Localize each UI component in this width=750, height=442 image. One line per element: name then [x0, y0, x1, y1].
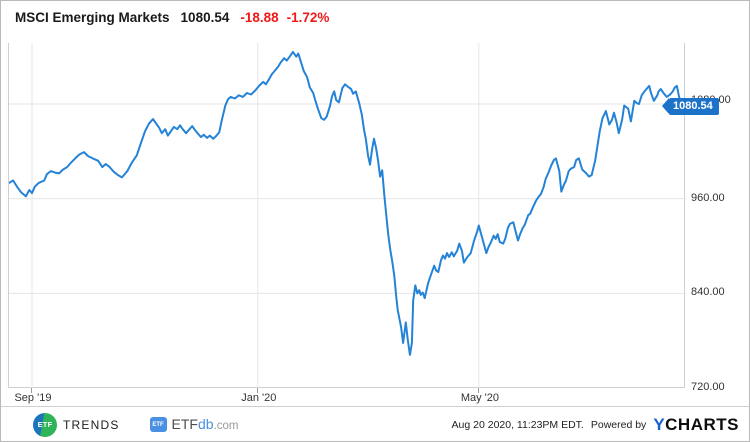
etfdb-label-com: .com [213, 419, 239, 432]
chart-title-row: MSCI Emerging Markets 1080.54 -18.88 -1.… [15, 10, 329, 25]
price-change: -18.88 [240, 10, 279, 25]
x-axis-tick [30, 388, 32, 393]
x-axis-tick [477, 388, 479, 393]
last-value-badge: 1080.54 [662, 98, 719, 115]
price-line-chart [9, 43, 686, 388]
footer-bar: ETF TRENDS ETF ETFdb.com Aug 20 2020, 11… [1, 406, 749, 441]
etfdb-logo-icon: ETF [149, 417, 167, 432]
etfdb-label-db: db [198, 415, 214, 432]
ycharts-logo-y: Y [653, 414, 666, 434]
footer-attribution: Aug 20 2020, 11:23PM EDT. Powered by Y CH… [452, 415, 739, 435]
etfdb-label-etf: ETF [171, 415, 198, 432]
etf-trends-label: TRENDS [63, 417, 120, 432]
etf-trends-logo-icon: ETF [33, 412, 57, 437]
etfdb-logo-link[interactable]: ETF ETFdb.com [149, 415, 239, 434]
last-price: 1080.54 [180, 10, 230, 25]
timestamp: Aug 20 2020, 11:23PM EDT. [451, 418, 584, 431]
etf-trends-logo-link[interactable]: ETF TRENDS [33, 412, 120, 437]
price-change-percent: -1.72% [286, 10, 330, 25]
y-axis-label: 720.00 [691, 381, 725, 393]
price-line [9, 50, 682, 356]
y-axis-label: 960.00 [691, 191, 725, 204]
ycharts-logo-link[interactable]: Y CHARTS [653, 415, 739, 435]
powered-by-label: Powered by [590, 418, 647, 431]
ycharts-logo-charts: CHARTS [665, 414, 739, 434]
y-axis-label: 840.00 [691, 286, 725, 299]
x-axis-label: May '20 [460, 392, 499, 404]
x-axis-tick [256, 388, 258, 393]
series-name: MSCI Emerging Markets [15, 10, 170, 25]
x-axis-label: Sep '19 [14, 392, 52, 404]
x-axis-label: Jan '20 [241, 392, 277, 404]
chart-plot-area[interactable] [8, 43, 686, 388]
